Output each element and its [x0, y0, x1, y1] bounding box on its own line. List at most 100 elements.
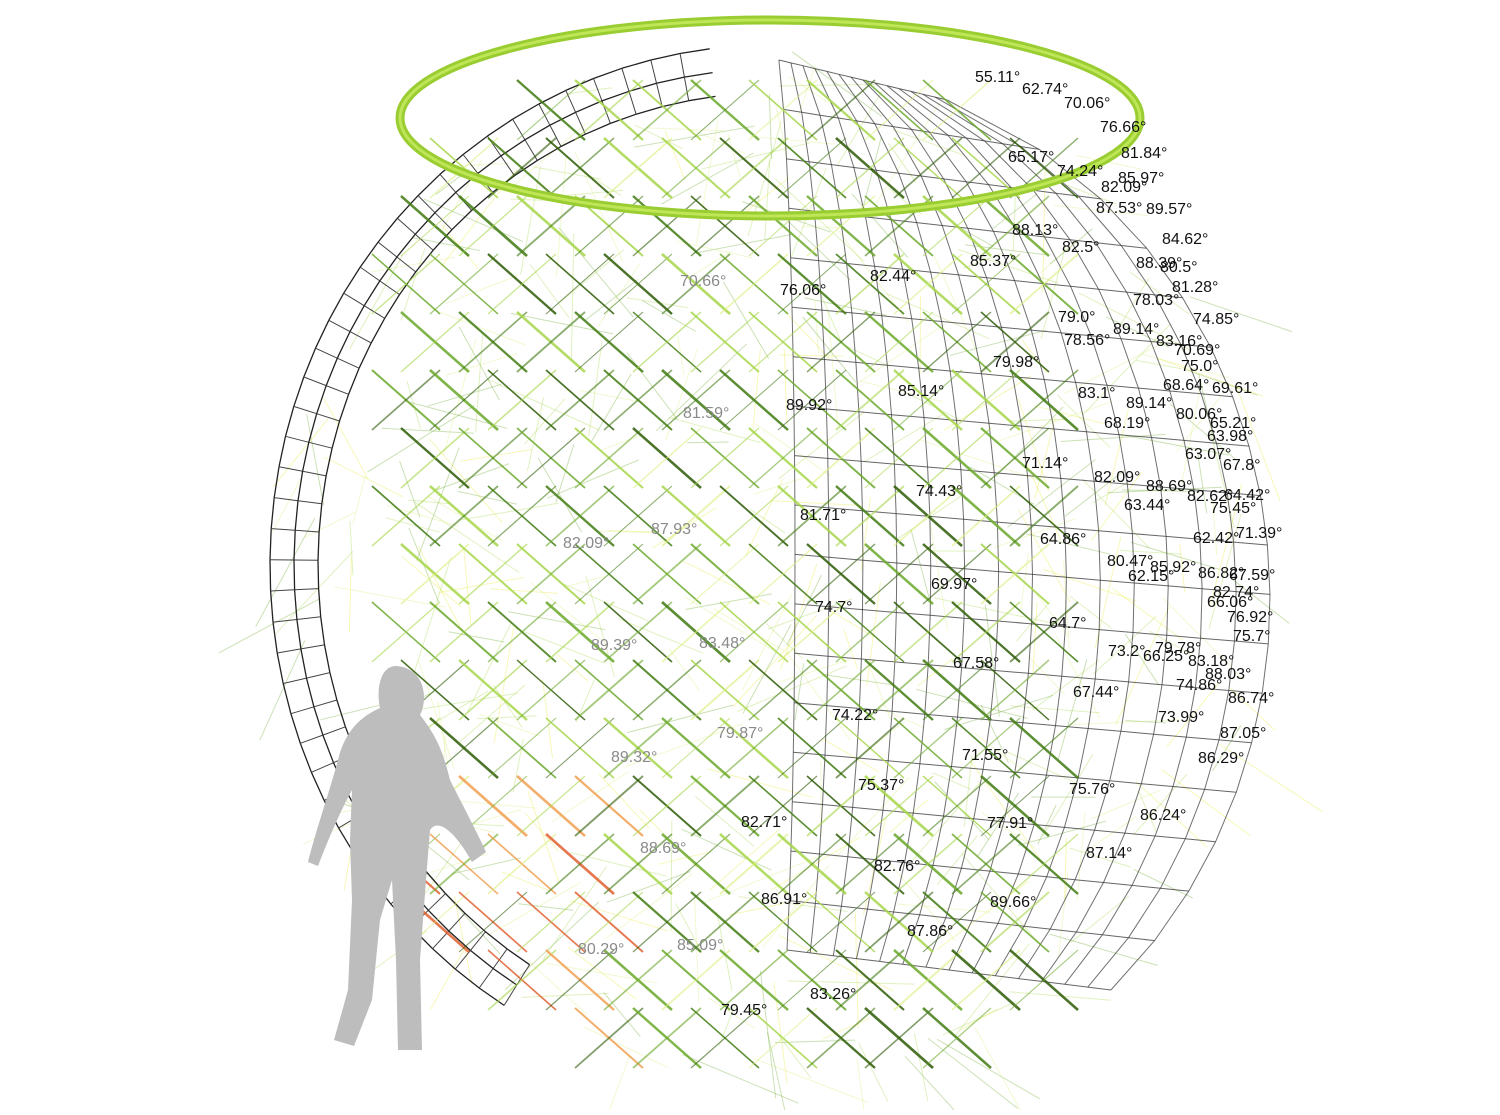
frame-strut: [303, 471, 327, 476]
grid-strut: [949, 970, 972, 973]
faint-strut: [260, 641, 305, 741]
angle-label: 62.42°: [1193, 530, 1239, 547]
grid-strut: [919, 368, 950, 371]
grid-strut: [787, 159, 789, 208]
grid-strut: [952, 767, 984, 770]
frame-strut: [301, 649, 307, 678]
faint-strut: [401, 248, 425, 320]
frame-strut: [337, 358, 359, 368]
frame-strut: [314, 700, 337, 707]
frame-strut: [651, 60, 657, 83]
faint-strut: [1013, 189, 1015, 251]
faint-strut: [490, 589, 558, 594]
faint-strut: [1077, 813, 1085, 900]
faint-strut: [528, 791, 559, 883]
faint-strut: [627, 353, 678, 420]
faint-strut: [367, 406, 474, 473]
grid-strut: [1167, 635, 1201, 638]
frame-strut: [323, 727, 346, 735]
grid-strut: [959, 275, 987, 278]
angle-label: 79.0°: [1058, 309, 1096, 326]
angle-label: 63.44°: [1124, 497, 1170, 514]
faint-strut: [324, 457, 403, 497]
frame-strut: [271, 590, 295, 591]
angle-label: 78.03°: [1133, 292, 1179, 309]
grid-strut: [1023, 723, 1056, 726]
frame-strut: [329, 320, 350, 331]
faint-strut: [353, 476, 365, 525]
angle-label: 81.59°: [683, 405, 729, 422]
faint-strut: [753, 349, 760, 429]
grid-strut: [989, 423, 994, 472]
frame-strut: [629, 91, 636, 114]
faint-strut: [219, 599, 320, 653]
grid-strut: [1102, 935, 1128, 938]
frame-strut: [307, 673, 330, 679]
frame-strut: [428, 910, 449, 931]
frame-strut: [340, 394, 349, 421]
grid-strut: [1061, 478, 1065, 528]
frame-strut: [298, 501, 322, 504]
grid-strut: [823, 755, 826, 804]
angle-label: 80.5°: [1160, 259, 1198, 276]
angle-label: 82.71°: [741, 814, 787, 831]
grid-strut: [948, 135, 989, 184]
grid-strut: [841, 906, 867, 909]
grid-strut: [791, 802, 792, 851]
grid-strut: [1001, 327, 1031, 330]
grid-strut: [920, 915, 946, 918]
grid-strut: [794, 653, 795, 703]
faint-strut: [467, 622, 512, 713]
grid-strut: [859, 659, 861, 709]
faint-strut: [1038, 805, 1056, 844]
angle-label: 74.85°: [1193, 311, 1239, 328]
faint-strut: [413, 238, 480, 251]
angle-label: 73.2°: [1108, 643, 1146, 660]
angle-label: 69.97°: [931, 576, 977, 593]
faint-strut: [795, 663, 804, 720]
grid-strut: [972, 921, 998, 924]
faint-strut: [527, 397, 543, 471]
grid-strut: [887, 365, 918, 368]
angle-label: 84.62°: [1162, 231, 1208, 248]
faint-strut: [702, 143, 809, 169]
frame-strut: [330, 673, 337, 700]
grid-strut: [893, 127, 921, 176]
angle-label: 75.76°: [1069, 781, 1115, 798]
frame-strut: [291, 714, 300, 744]
grid-strut: [1121, 339, 1151, 342]
angle-label: 89.66°: [990, 894, 1036, 911]
angle-label: 82.76°: [874, 858, 920, 875]
frame-strut: [636, 107, 662, 115]
faint-strut: [400, 461, 420, 517]
grid-strut: [857, 121, 877, 170]
frame-strut: [629, 83, 657, 91]
grid-strut: [1173, 787, 1205, 790]
frame-strut: [307, 678, 314, 707]
grid-strut: [826, 409, 827, 458]
angle-label: 75.0°: [1181, 358, 1219, 375]
faint-strut: [556, 444, 574, 502]
grid-strut: [857, 959, 880, 962]
grid-strut: [1099, 531, 1101, 581]
faint-strut: [349, 557, 351, 633]
frame-strut: [304, 377, 326, 386]
faint-strut: [695, 235, 791, 254]
frame-strut: [304, 348, 316, 377]
faint-strut: [413, 558, 451, 676]
angle-label: 70.66°: [680, 273, 726, 290]
grid-strut: [990, 671, 995, 720]
grid-strut: [920, 714, 925, 764]
angle-label: 73.99°: [1158, 709, 1204, 726]
angle-label: 71.55°: [962, 747, 1008, 764]
angle-label: 82.09°: [1101, 179, 1147, 196]
faint-strut: [431, 309, 526, 346]
grid-strut: [1201, 638, 1235, 641]
frame-strut: [274, 467, 279, 498]
faint-strut: [646, 128, 724, 131]
angle-label: 82.09°: [1094, 469, 1140, 486]
faint-strut: [765, 160, 770, 240]
grid-strut: [809, 162, 831, 165]
frame-strut: [316, 348, 338, 358]
